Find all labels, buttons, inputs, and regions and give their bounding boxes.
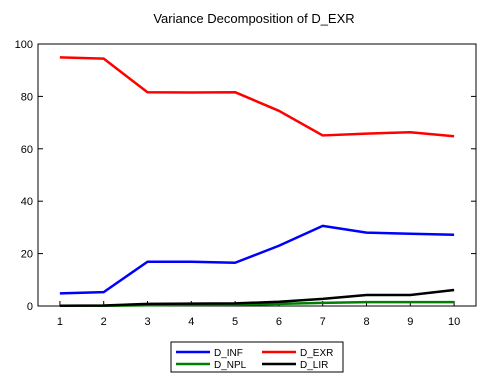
series-line-d-lir: [59, 288, 455, 307]
x-tick-label: 4: [188, 316, 194, 328]
legend-label-d-lir: D_LIR: [300, 360, 328, 371]
series-line-d-inf: [59, 224, 455, 295]
x-tick-label: 1: [57, 316, 63, 328]
x-tick-label: 5: [232, 316, 238, 328]
x-tick-label: 6: [276, 316, 282, 328]
series-line-d-exr: [59, 56, 455, 138]
x-tick-label: 3: [144, 316, 150, 328]
y-tick-label: 20: [21, 249, 33, 261]
x-tick-label: 8: [363, 316, 369, 328]
y-tick-label: 60: [21, 144, 33, 156]
x-tick-label: 10: [448, 316, 460, 328]
legend-box: [170, 341, 344, 373]
x-tick-label: 2: [101, 316, 107, 328]
chart-title: Variance Decomposition of D_EXR: [153, 11, 354, 26]
legend-label-d-npl: D_NPL: [214, 360, 247, 371]
legend-label-d-exr: D_EXR: [300, 348, 333, 359]
x-tick-label: 9: [407, 316, 413, 328]
y-tick-label: 40: [21, 196, 33, 208]
y-tick-label: 80: [21, 91, 33, 103]
x-axis: 1 2 3 4 5 6 7 8 9 10: [57, 301, 460, 328]
y-tick-label: 100: [15, 39, 33, 51]
legend-label-d-inf: D_INF: [214, 348, 243, 359]
x-tick-label: 7: [320, 316, 326, 328]
y-tick-label: 0: [27, 301, 33, 313]
y-axis: 0 20 40 60 80 100: [15, 39, 476, 313]
series-lines: [59, 56, 455, 307]
plot-frame: [37, 43, 477, 307]
legend: D_INF D_EXR D_NPL D_LIR: [170, 341, 344, 373]
